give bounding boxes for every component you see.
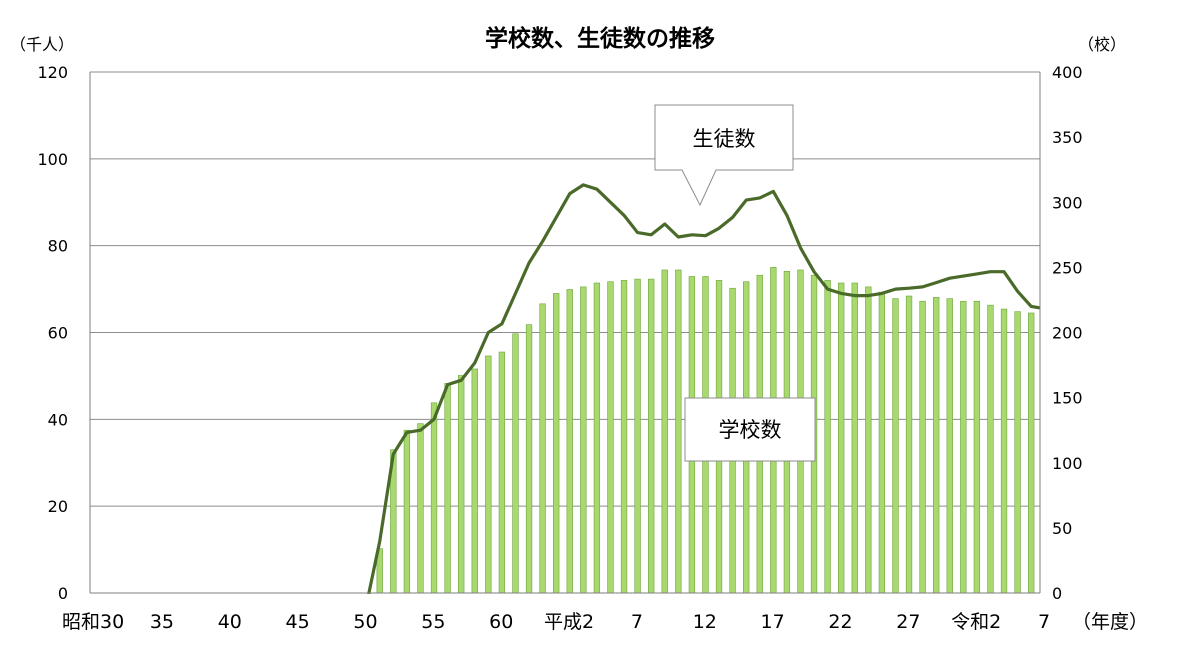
- left-y-tick-label: 60: [48, 324, 68, 343]
- callout-school-count-box: [684, 397, 816, 462]
- bar-school-count: [1000, 308, 1008, 594]
- bar-school-count: [553, 293, 560, 594]
- bar-school-count: [838, 282, 845, 594]
- bar-school-count: [1014, 311, 1021, 594]
- bar-school-count: [892, 298, 899, 594]
- bar-school-count: [525, 324, 533, 594]
- bar-school-count: [865, 286, 872, 594]
- left-y-tick-label: 120: [37, 63, 68, 82]
- left-y-tick-label: 20: [48, 497, 68, 516]
- x-tick-label: 60: [489, 611, 513, 633]
- bar-school-count: [634, 278, 641, 594]
- bar-school-count: [851, 282, 858, 594]
- bar-school-count: [648, 278, 655, 594]
- line-student-count: [367, 183, 1040, 594]
- bar-school-count: [539, 303, 546, 594]
- bar-school-count: [905, 295, 913, 594]
- x-tick-label: 平成2: [544, 611, 594, 633]
- axes: 0 20 40 60 80 100 120 0 50 100 150 200 250 300 350 400 昭…: [37, 63, 1082, 633]
- bar-school-count: [580, 286, 587, 594]
- bar-school-count: [444, 382, 451, 594]
- x-tick-label: 令和2: [951, 611, 1001, 633]
- left-axis-unit-label: （千人）: [10, 35, 74, 54]
- bar-school-count: [485, 355, 492, 594]
- bar-school-count: [661, 269, 668, 594]
- x-tick-label: 55: [421, 611, 445, 633]
- right-y-tick-label: 400: [1052, 63, 1083, 82]
- left-y-tick-label: 0: [58, 584, 68, 603]
- bar-school-count: [919, 300, 926, 594]
- bar-school-count: [933, 297, 940, 594]
- callout-student-count-label: 生徒数: [693, 127, 756, 151]
- x-tick-label: 12: [693, 611, 717, 633]
- callout-school-count-label: 学校数: [719, 418, 782, 442]
- x-tick-label: 45: [286, 611, 310, 633]
- callout-student-count-box: [654, 104, 794, 207]
- right-y-tick-label: 100: [1052, 454, 1083, 473]
- right-axis-unit-label: （校）: [1078, 35, 1126, 54]
- right-y-tick-label: 250: [1052, 258, 1083, 277]
- bar-school-count: [960, 300, 967, 594]
- left-y-tick-label: 40: [48, 410, 68, 429]
- bar-school-count: [498, 351, 506, 594]
- right-y-tick-label: 50: [1052, 519, 1072, 538]
- left-y-tick-label: 80: [48, 237, 68, 256]
- bar-school-count: [458, 375, 465, 594]
- bar-school-count: [878, 291, 886, 594]
- x-tick-label: 22: [828, 611, 852, 633]
- right-y-tick-label: 200: [1052, 324, 1083, 343]
- bar-school-count: [946, 298, 953, 594]
- chart-title: 学校数、生徒数の推移: [485, 25, 715, 52]
- x-tick-label: 7: [1038, 611, 1050, 633]
- bar-school-count: [824, 280, 831, 594]
- left-y-tick-label: 100: [37, 150, 68, 169]
- right-y-tick-label: 350: [1052, 128, 1083, 147]
- x-tick-label: 40: [218, 611, 242, 633]
- line-series-student-count: [367, 183, 1040, 594]
- right-y-tick-label: 0: [1052, 584, 1062, 603]
- gridlines: [90, 71, 1040, 594]
- bar-school-count: [675, 269, 682, 594]
- bar-school-count: [512, 333, 519, 594]
- bar-school-count: [607, 281, 614, 594]
- bar-school-count: [1028, 312, 1035, 594]
- bar-school-count: [620, 280, 628, 594]
- bar-school-count: [566, 289, 573, 594]
- right-y-tick-label: 300: [1052, 193, 1083, 212]
- x-tick-label: 7: [631, 611, 643, 633]
- x-tick-label: 50: [353, 611, 377, 633]
- bar-school-count: [417, 423, 424, 594]
- x-tick-label: 17: [761, 611, 785, 633]
- x-tick-label: 27: [896, 611, 920, 633]
- x-axis-unit-label: （年度）: [1072, 611, 1148, 633]
- bar-school-count: [593, 282, 601, 594]
- bar-school-count: [430, 402, 438, 594]
- x-tick-label: 35: [150, 611, 174, 633]
- bar-school-count: [403, 429, 411, 594]
- bar-school-count: [471, 368, 478, 594]
- bar-school-count: [987, 304, 994, 594]
- x-tick-label: 昭和30: [62, 611, 124, 633]
- bar-school-count: [973, 300, 981, 594]
- right-y-tick-label: 150: [1052, 389, 1083, 408]
